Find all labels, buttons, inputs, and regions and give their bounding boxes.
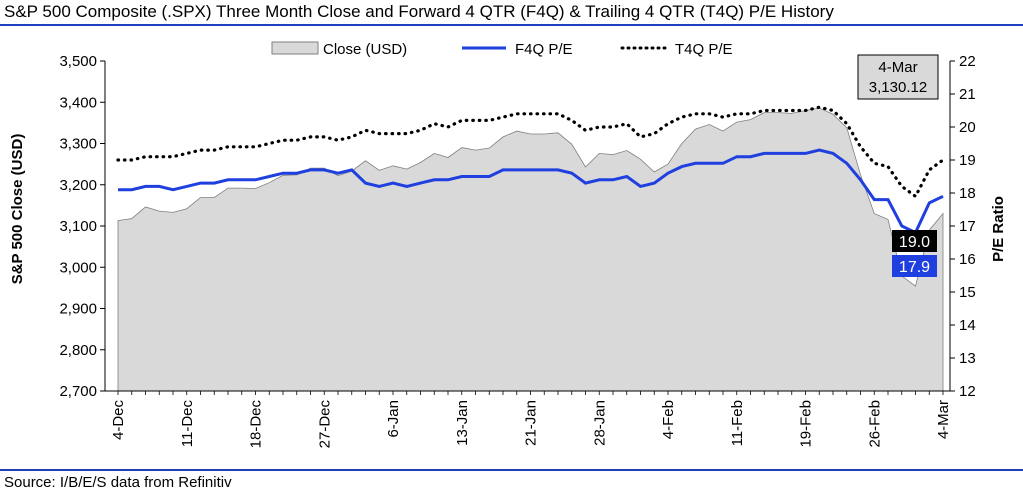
left-tick-label: 2,700 [59,383,97,400]
callout-value: 3,130.12 [869,79,927,96]
pe-lines-layer [116,105,945,235]
right-tick-label: 16 [959,251,976,268]
right-axis-ticks: 12 13 14 15 16 17 18 19 20 21 22 [950,53,976,400]
left-tick-label: 3,300 [59,136,97,153]
left-tick-label: 3,100 [59,218,97,235]
left-tick-label: 3,500 [59,53,97,70]
x-tick-label: 18-Dec [248,400,265,449]
x-tick-label: 26-Feb [866,400,883,448]
x-tick-label: 27-Dec [316,400,333,449]
f4q-series-line [118,148,944,235]
left-tick-label: 2,900 [59,301,97,318]
t4q-end-value: 19.0 [899,234,930,251]
x-tick-label: 4-Feb [660,400,677,439]
x-tick-label: 4-Dec [110,400,127,441]
right-tick-label: 22 [959,53,976,70]
legend-close-label: Close (USD) [323,41,407,58]
chart-title: S&P 500 Composite (.SPX) Three Month Clo… [4,2,834,21]
x-tick-label: 11-Feb [729,400,746,446]
legend-t4q-label: T4Q P/E [675,41,733,58]
x-tick-label: 6-Jan [385,400,402,438]
source-note: Source: I/B/E/S data from Refinitiv [4,474,232,491]
close-area-layer [117,107,944,392]
right-tick-label: 19 [959,152,976,169]
callout-box: 4-Mar 3,130.12 [857,54,939,100]
t4q-series-line [116,105,945,199]
f4q-end-value: 17.9 [899,259,930,276]
left-tick-label: 3,000 [59,259,97,276]
legend-close-swatch [271,41,319,55]
right-tick-label: 14 [959,317,976,334]
right-tick-label: 15 [959,284,976,301]
right-tick-label: 13 [959,350,976,367]
callout-date: 4-Mar [878,59,917,76]
top-rule [0,24,1023,26]
legend: Close (USD) F4Q P/E T4Q P/E [271,41,733,58]
left-axis-ticks: 2,700 2,800 2,900 3,000 3,100 3,200 3,300 3,400… [59,53,105,400]
f4q-end-label: 17.9 [892,255,937,277]
chart: 2,700 2,800 2,900 3,000 3,100 3,200 3,300 3,400… [9,41,1007,448]
right-tick-label: 18 [959,185,976,202]
x-tick-label: 28-Jan [591,400,608,446]
right-tick-label: 21 [959,86,976,103]
x-axis-ticks: 4-Dec 11-Dec 18-Dec 27-Dec 6-Jan 13-Jan 21-Jan… [110,391,952,448]
x-tick-label: 13-Jan [454,400,471,446]
left-axis-label: S&P 500 Close (USD) [9,134,26,285]
left-tick-label: 3,400 [59,94,97,111]
right-tick-label: 12 [959,383,976,400]
x-tick-label: 21-Jan [523,400,540,446]
t4q-end-label: 19.0 [892,230,937,252]
right-axis-label: P/E Ratio [990,196,1007,262]
legend-f4q-label: F4Q P/E [515,41,573,58]
bottom-rule [0,469,1023,471]
close-series-area [117,107,944,392]
left-tick-label: 3,200 [59,177,97,194]
right-tick-label: 17 [959,218,976,235]
left-tick-label: 2,800 [59,342,97,359]
right-tick-label: 20 [959,119,976,136]
x-tick-label: 4-Mar [935,400,952,439]
x-tick-label: 11-Dec [179,400,196,448]
x-tick-label: 19-Feb [798,400,815,448]
